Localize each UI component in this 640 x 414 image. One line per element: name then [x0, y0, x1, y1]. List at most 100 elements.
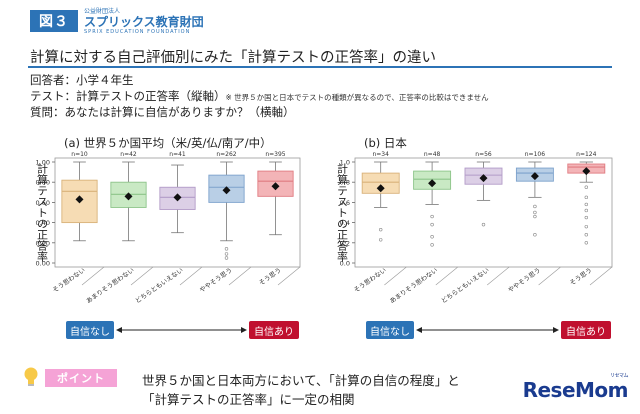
x-category-tick [384, 266, 407, 286]
outlier-point [224, 256, 229, 260]
info-test: テスト：計算テストの正答率（縦軸）※ 世界５か国と日本でテストの種類が異なるので… [30, 88, 489, 104]
resemom-logo: ReseMom リセマム [523, 373, 629, 402]
x-category-tick [179, 266, 203, 286]
box [361, 172, 400, 194]
y-tick-label: 0.6 [340, 199, 350, 207]
high-confidence-badge-jp: 自信あり [561, 321, 611, 339]
outlier-point [584, 202, 588, 207]
n-label: n=48 [424, 151, 441, 158]
x-category-label: どちらともいえない [134, 266, 185, 305]
outlier-point [584, 224, 588, 229]
mean-marker [173, 193, 182, 202]
n-label: n=106 [525, 151, 545, 158]
y-axis-label: 計算テストの正答率 [36, 162, 49, 263]
y-tick-label: 0.0 [340, 260, 350, 268]
figure-badge: 図３ [30, 10, 78, 32]
outlier-point [584, 185, 588, 189]
x-category-label: あまりそう思わない [388, 266, 439, 305]
organization-logo: 公益財団法人 スプリックス教育財団 SPRIX EDUCATION FOUNDA… [84, 9, 204, 35]
y-tick-label: 0.4 [340, 219, 350, 227]
point-line-1: 世界５か国と日本両方において、「計算の自信の程度」と [142, 373, 460, 388]
n-label: n=124 [576, 151, 596, 158]
x-category-label: ややそう思う [507, 266, 543, 294]
x-category-tick [589, 266, 613, 286]
lightbulb-icon [24, 367, 38, 386]
y-tick-label: 0.60 [36, 199, 50, 207]
y-tick-label: 0.20 [36, 239, 50, 247]
mean-marker [222, 186, 231, 195]
confidence-arrow-head-left [116, 327, 122, 333]
y-tick-label: 0.2 [340, 239, 350, 247]
n-label: n=10 [71, 151, 88, 158]
y-tick-label: 0.00 [36, 260, 50, 268]
mean-marker [124, 192, 133, 201]
n-label: n=42 [120, 151, 137, 158]
resemom-logo-sub: リセマム [609, 373, 629, 379]
n-label: n=34 [372, 151, 389, 158]
y-tick-label: 1.00 [36, 159, 50, 167]
n-label: n=41 [169, 151, 186, 158]
confidence-arrow-head-left [416, 327, 422, 333]
outlier-point [379, 238, 383, 242]
outlier-point [224, 247, 229, 251]
outlier-point [430, 235, 434, 239]
plot-frame [354, 157, 613, 268]
x-category-label: どちらともいえない [440, 266, 491, 305]
outlier-point [533, 233, 537, 237]
y-tick-label: 0.8 [340, 179, 350, 187]
y-axis-label: 計算テストの正答率 [336, 162, 349, 263]
outlier-point [430, 222, 434, 227]
y-tick-label: 0.40 [36, 219, 50, 227]
outlier-point [224, 252, 229, 256]
org-name: スプリックス教育財団 [84, 15, 204, 29]
info-test-note: ※ 世界５か国と日本でテストの種類が異なるので、正答率の比較はできません [225, 93, 489, 102]
mean-marker [376, 184, 385, 193]
point-badge: ポイント [45, 369, 117, 387]
outlier-point [481, 222, 486, 227]
chart-title: (a) 世界５か国平均（米/英/仏/南ア/中） [64, 136, 272, 150]
y-tick-label: 1.0 [340, 159, 350, 167]
outlier-point [533, 204, 537, 209]
x-category-label: そう思わない [352, 266, 388, 294]
x-category-tick [538, 266, 561, 286]
x-category-label: ややそう思う [198, 266, 234, 294]
outlier-point [533, 214, 537, 219]
org-type: 公益財団法人 [84, 8, 121, 15]
low-confidence-badge: 自信なし [66, 321, 114, 339]
low-confidence-badge-jp: 自信なし [366, 321, 414, 339]
x-category-tick [228, 266, 252, 286]
confidence-arrow-head-right [241, 327, 247, 333]
n-label: n=395 [265, 151, 285, 158]
org-name-en: SPRIX EDUCATION FOUNDATION [84, 29, 191, 35]
mean-marker [271, 182, 280, 191]
outlier-point [584, 195, 588, 200]
x-category-label: そう思う [568, 266, 593, 287]
x-category-tick [487, 266, 510, 286]
y-tick-label: 0.80 [36, 179, 50, 187]
outlier-point [584, 233, 588, 237]
point-line-2: 「計算テストの正答率」に一定の相関 [142, 392, 355, 407]
n-label: n=56 [475, 151, 492, 158]
plot-frame [54, 157, 301, 268]
x-category-tick [435, 266, 458, 286]
outlier-point [430, 214, 434, 219]
n-label: n=262 [216, 151, 236, 158]
outlier-point [584, 241, 588, 245]
outlier-point [379, 227, 383, 232]
mean-marker [530, 172, 539, 181]
mean-marker [582, 167, 591, 176]
title-divider [28, 66, 612, 68]
x-category-label: あまりそう思わない [85, 266, 136, 305]
x-category-tick [81, 266, 105, 286]
outlier-point [584, 215, 588, 220]
outlier-point [584, 208, 588, 213]
high-confidence-badge: 自信あり [249, 321, 299, 339]
info-question: 質問：あなたは計算に自信がありますか？（横軸） [30, 105, 295, 119]
mean-marker [479, 174, 488, 183]
x-category-tick [277, 266, 301, 286]
page-title: 計算に対する自己評価別にみた「計算テストの正答率」の違い [30, 50, 436, 66]
outlier-point [533, 210, 537, 215]
info-respondents: 回答者：小学４年生 [30, 73, 134, 87]
chart-title: (b) 日本 [364, 136, 407, 150]
